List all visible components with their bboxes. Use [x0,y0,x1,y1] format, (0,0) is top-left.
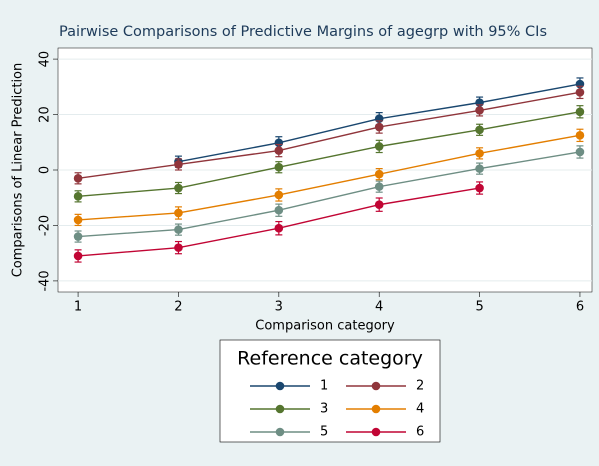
legend-marker [275,404,285,414]
x-tick-label: 5 [475,300,483,315]
marker [73,174,83,183]
y-tick-label: -40 [38,270,53,291]
marker [274,190,284,200]
legend-label: 6 [416,425,424,440]
marker [274,205,284,215]
marker [575,147,585,157]
marker [475,149,484,158]
x-tick-label: 6 [576,300,584,315]
legend-marker [275,381,285,391]
chart-title: Pairwise Comparisons of Predictive Margi… [59,24,547,40]
legend-box [219,339,441,443]
series-line [77,91,581,180]
legend-label: 4 [416,402,424,417]
legend-marker [371,381,381,391]
marker [575,88,585,97]
marker [174,183,183,193]
marker [475,125,484,135]
marker [73,215,83,225]
marker [374,122,384,132]
marker [475,106,484,115]
legend-label: 5 [320,425,328,440]
series-line [78,151,581,238]
marker [475,164,484,173]
marker [374,142,384,151]
legend-marker [275,427,285,437]
marker [174,243,183,252]
y-tick-label: 40 [38,51,53,68]
marker [174,160,183,169]
marker [174,208,183,218]
series-line [78,111,581,198]
marker [374,200,384,209]
legend-label: 3 [320,402,328,417]
marker [575,107,585,117]
marker [174,225,183,234]
marker [374,182,384,191]
y-tick-label: 20 [38,106,53,123]
marker [73,232,83,241]
marker [475,183,484,193]
x-tick-label: 4 [375,300,383,315]
series-line [78,134,581,221]
marker [73,251,83,261]
legend-label: 1 [320,379,328,394]
y-tick-label: -20 [38,215,53,236]
marker [374,169,384,179]
y-axis-label: Comparisons of Linear Prediction [11,63,26,278]
marker [73,192,83,201]
legend-title: Reference category [237,348,423,370]
x-tick-label: 1 [74,300,82,315]
x-axis-label: Comparison category [255,319,395,334]
x-tick-label: 3 [275,300,283,315]
x-tick-label: 2 [174,300,182,315]
legend-label: 2 [416,379,424,394]
y-tick-label: 0 [38,166,53,174]
legend-marker [371,427,381,437]
marker [575,131,585,140]
marker [274,146,284,155]
marker [274,162,284,172]
legend-marker [371,404,381,414]
marker [274,223,284,233]
